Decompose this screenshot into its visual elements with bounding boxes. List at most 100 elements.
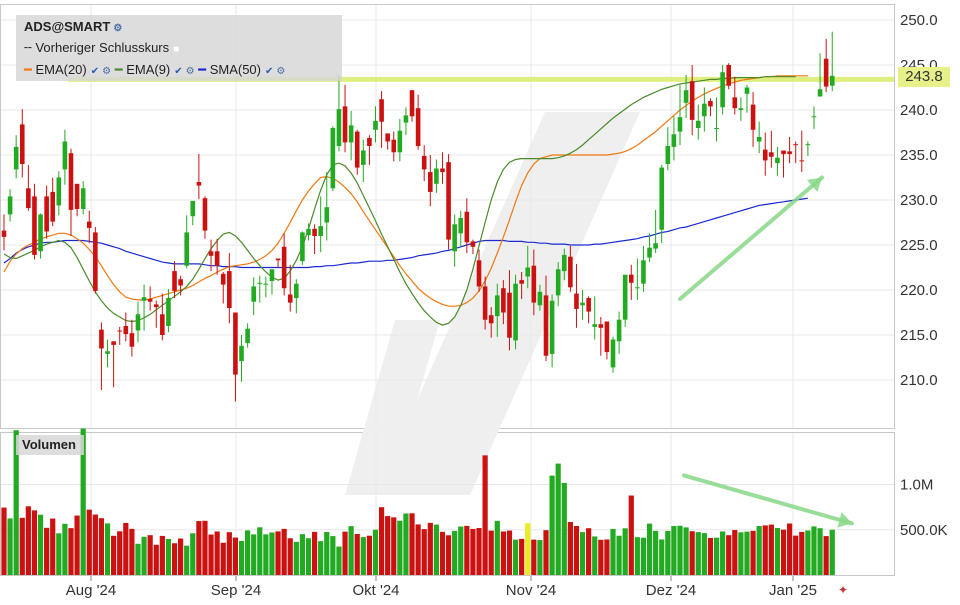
- candle-body: [287, 294, 293, 303]
- volume-bar: [427, 522, 433, 575]
- volume-bar: [823, 536, 829, 575]
- candle-body: [702, 103, 707, 117]
- candle-body: [428, 172, 433, 192]
- volume-bar: [653, 530, 659, 575]
- candle-body: [519, 280, 524, 284]
- candle: [7, 189, 13, 222]
- volume-bar: [415, 524, 421, 575]
- checkbox-icon[interactable]: ■: [173, 44, 180, 55]
- ema9-line-icon: ━: [114, 62, 123, 77]
- candle: [68, 148, 74, 236]
- candle: [50, 177, 56, 227]
- candle-body: [671, 134, 677, 147]
- volume-bar: [732, 530, 738, 575]
- candle: [695, 104, 701, 140]
- candle: [702, 87, 707, 132]
- volume-bar: [586, 528, 592, 575]
- volume-bar: [750, 530, 756, 575]
- volume-bar: [817, 528, 823, 575]
- candle-body: [312, 228, 317, 236]
- candle: [26, 164, 31, 211]
- candle-body: [391, 139, 397, 153]
- volume-bar: [251, 534, 257, 575]
- candle: [647, 233, 652, 263]
- ema9-check-icon[interactable]: ✔: [174, 66, 183, 77]
- candle: [616, 311, 622, 354]
- candle-body: [653, 243, 658, 249]
- candle-body: [178, 279, 183, 286]
- last-price-badge: 243.8: [898, 67, 950, 87]
- volume-bar: [25, 506, 31, 575]
- volume-bar: [573, 525, 580, 575]
- candle: [537, 284, 543, 311]
- volume-bar: [659, 539, 665, 575]
- ema20-line: [3, 75, 808, 307]
- ema20-check-icon[interactable]: ✔: [90, 66, 100, 77]
- volume-bar: [555, 463, 561, 575]
- candle: [641, 245, 646, 292]
- candle-body: [190, 200, 196, 217]
- candle-body: [604, 321, 610, 353]
- candle: [769, 130, 774, 168]
- candle-body: [336, 109, 342, 146]
- candle-body: [269, 269, 275, 281]
- candle: [525, 245, 531, 289]
- candle-body: [501, 288, 506, 313]
- candle-body: [574, 293, 579, 309]
- candle: [251, 277, 256, 316]
- volume-bar: [470, 528, 476, 575]
- candle: [732, 76, 738, 115]
- candle: [300, 231, 305, 265]
- candle: [665, 127, 671, 171]
- volume-bar: [720, 531, 726, 575]
- ema9-settings-icon[interactable]: ⚙: [185, 66, 195, 77]
- candle-body: [275, 258, 281, 261]
- candle: [513, 274, 518, 350]
- candle-body: [592, 324, 598, 327]
- candle-body: [202, 198, 208, 231]
- volume-bar: [458, 526, 464, 575]
- sma50-check-icon[interactable]: ✔: [264, 66, 274, 77]
- settings-icon[interactable]: ⚙: [113, 23, 123, 34]
- volume-bar: [445, 535, 452, 575]
- volume-bar: [257, 527, 263, 575]
- volume-bar: [56, 533, 62, 575]
- candle: [391, 131, 397, 162]
- volume-axis-tick-label: 500.0K: [900, 522, 948, 539]
- candle: [555, 262, 561, 307]
- candle: [762, 132, 768, 176]
- volume-bar: [31, 510, 38, 575]
- candle-body: [476, 260, 482, 287]
- candle-body: [38, 214, 43, 252]
- candle-body: [543, 295, 549, 356]
- candle: [318, 196, 323, 253]
- candle-body: [239, 345, 244, 362]
- candle-body: [720, 72, 725, 108]
- candle-body: [732, 97, 738, 109]
- candle: [677, 84, 683, 146]
- volume-bar: [354, 534, 360, 575]
- last-price-marker: ✦: [838, 583, 848, 597]
- candle: [434, 159, 439, 193]
- candle: [482, 276, 488, 330]
- candle: [324, 172, 330, 241]
- ema20-line-icon: ━: [24, 62, 32, 77]
- candle-body: [811, 116, 817, 118]
- sma50-settings-icon[interactable]: ⚙: [276, 66, 286, 77]
- candle: [354, 129, 360, 175]
- volume-bar: [269, 532, 275, 575]
- candle-body: [74, 183, 80, 209]
- volume-bar: [318, 541, 324, 575]
- candle: [671, 116, 677, 161]
- candle-body: [458, 218, 464, 234]
- ema20-settings-icon[interactable]: ⚙: [102, 66, 112, 77]
- candle: [196, 154, 202, 200]
- volume-bar: [787, 523, 793, 575]
- volume-bar: [665, 530, 671, 575]
- candle-body: [586, 298, 591, 312]
- candle-body: [354, 131, 360, 168]
- candle-body: [367, 137, 372, 146]
- volume-bar: [360, 537, 366, 575]
